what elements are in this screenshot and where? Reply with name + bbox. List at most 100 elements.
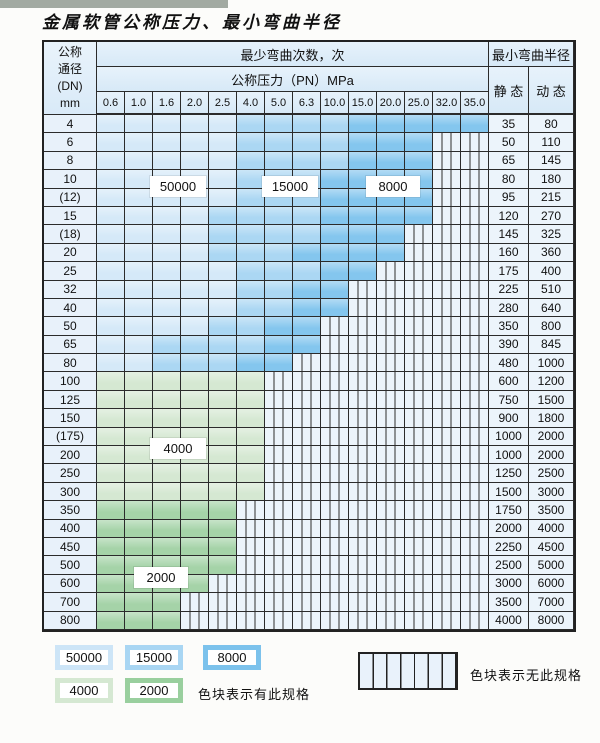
cycle-cell xyxy=(237,372,265,391)
static-cell: 350 xyxy=(489,317,529,336)
cycle-cell xyxy=(153,611,181,630)
no-spec-cell xyxy=(293,574,321,594)
no-spec-cell xyxy=(321,427,349,447)
cycle-cell xyxy=(237,133,265,152)
cycle-cell xyxy=(293,115,321,134)
no-spec-cell xyxy=(265,556,293,575)
cycle-cell xyxy=(209,390,237,410)
cycle-cell xyxy=(265,317,293,336)
no-spec-cell xyxy=(433,206,461,226)
dynamic-cell: 4500 xyxy=(529,537,574,557)
no-spec-cell xyxy=(461,427,489,447)
no-spec-cell xyxy=(405,225,433,244)
no-spec-cell xyxy=(321,593,349,612)
cycle-cell xyxy=(237,354,265,373)
cycle-cell xyxy=(125,206,153,226)
no-spec-cell xyxy=(461,354,489,373)
pressure-value-header: 5.0 xyxy=(265,92,293,115)
cycle-cell xyxy=(405,115,433,134)
no-spec-cell xyxy=(349,354,377,373)
cycle-cell xyxy=(209,446,237,465)
cycle-cell xyxy=(181,243,209,263)
no-spec-cell xyxy=(433,133,461,152)
no-spec-cell xyxy=(461,151,489,171)
cycle-cell xyxy=(349,151,377,171)
cycle-cell xyxy=(125,335,153,355)
cycle-cell xyxy=(405,151,433,171)
no-spec-cell xyxy=(349,519,377,538)
no-spec-cell xyxy=(237,611,265,630)
legend-item-8000: 8000 xyxy=(203,645,261,670)
no-spec-cell xyxy=(433,446,461,465)
no-spec-cell xyxy=(321,335,349,355)
cycle-cell xyxy=(209,298,237,318)
cycle-cell xyxy=(125,482,153,502)
no-spec-cell xyxy=(265,427,293,447)
dn-cell: (12) xyxy=(44,188,97,207)
dynamic-cell: 270 xyxy=(529,206,574,226)
no-spec-cell xyxy=(433,537,461,557)
no-spec-cell xyxy=(349,556,377,575)
cycle-cell xyxy=(237,115,265,134)
legend-item-4000: 4000 xyxy=(55,678,113,703)
dn-cell: 400 xyxy=(44,519,97,538)
cycle-cell xyxy=(265,151,293,171)
dn-cell: 80 xyxy=(44,354,97,373)
cycle-cell xyxy=(97,427,125,447)
no-spec-cell xyxy=(461,206,489,226)
static-cell: 35 xyxy=(489,115,529,134)
no-spec-cell xyxy=(377,409,405,428)
static-cell: 3500 xyxy=(489,593,529,612)
cycle-cell xyxy=(237,188,265,207)
cycle-cell xyxy=(321,298,349,318)
no-spec-cell xyxy=(349,464,377,483)
dynamic-cell: 2000 xyxy=(529,427,574,447)
no-spec-cell xyxy=(405,464,433,483)
no-spec-cell xyxy=(293,464,321,483)
no-spec-cell xyxy=(461,133,489,152)
no-spec-cell xyxy=(293,501,321,520)
cycle-cell xyxy=(181,501,209,520)
static-cell: 4000 xyxy=(489,611,529,630)
cycle-cell xyxy=(377,151,405,171)
no-spec-cell xyxy=(377,262,405,281)
cycle-cell xyxy=(125,501,153,520)
cycle-cell xyxy=(153,115,181,134)
no-spec-cell xyxy=(293,537,321,557)
cycle-cell xyxy=(293,298,321,318)
cycle-cell xyxy=(209,151,237,171)
dynamic-cell: 640 xyxy=(529,298,574,318)
cycle-cell xyxy=(349,225,377,244)
no-spec-cell xyxy=(405,390,433,410)
no-spec-cell xyxy=(433,262,461,281)
no-spec-cell xyxy=(237,574,265,594)
no-spec-cell xyxy=(405,574,433,594)
dn-cell: 350 xyxy=(44,501,97,520)
no-spec-cell xyxy=(433,482,461,502)
cycle-cell xyxy=(209,133,237,152)
cycle-zone-label-8000: 8000 xyxy=(366,176,420,197)
cycle-cell xyxy=(125,390,153,410)
no-spec-cell xyxy=(461,574,489,594)
no-spec-cell xyxy=(377,611,405,630)
no-spec-cell xyxy=(349,427,377,447)
dn-cell: 450 xyxy=(44,537,97,557)
dn-cell: 65 xyxy=(44,335,97,355)
cycle-cell xyxy=(209,556,237,575)
cycle-cell xyxy=(97,280,125,299)
cycle-cell xyxy=(97,188,125,207)
no-spec-cell xyxy=(461,243,489,263)
no-spec-cell xyxy=(321,574,349,594)
no-spec-cell xyxy=(321,446,349,465)
cycle-cell xyxy=(209,409,237,428)
cycle-cell xyxy=(237,151,265,171)
no-spec-cell xyxy=(461,409,489,428)
no-spec-cell xyxy=(405,317,433,336)
dynamic-cell: 4000 xyxy=(529,519,574,538)
no-spec-cell xyxy=(321,372,349,391)
no-spec-cell xyxy=(405,280,433,299)
no-spec-cell xyxy=(461,372,489,391)
cycle-cell xyxy=(153,151,181,171)
cycle-cell xyxy=(265,115,293,134)
cycle-cell xyxy=(153,501,181,520)
